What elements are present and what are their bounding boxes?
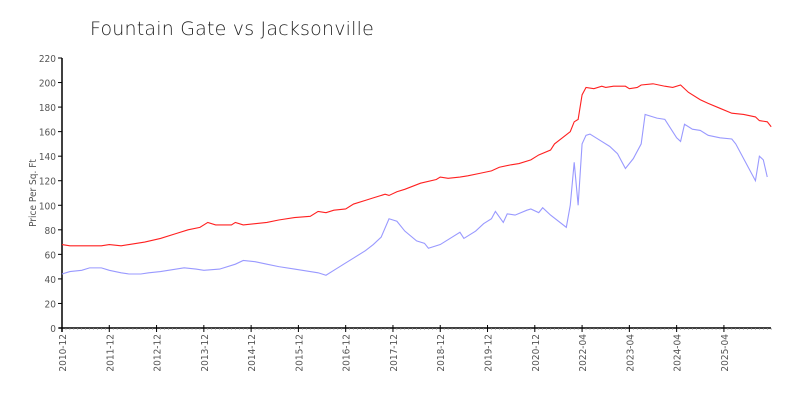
x-tick-label: 2022-04 (578, 334, 589, 372)
y-tick-label: 20 (45, 299, 57, 310)
x-tick-label: 2018-12 (436, 334, 447, 372)
series-line-jacksonville (61, 113, 768, 276)
x-tick-label: 2023-04 (625, 334, 636, 372)
y-tick-label: 0 (50, 324, 56, 335)
x-tick-label: 2010-12 (58, 334, 69, 372)
x-tick-label: 2025-04 (720, 334, 731, 372)
y-tick-label: 160 (39, 128, 56, 139)
x-tick-label: 2020-12 (531, 334, 542, 372)
x-tick-label: 2024-04 (673, 334, 684, 372)
x-tick-label: 2017-12 (389, 334, 400, 372)
y-tick-label: 200 (39, 79, 56, 90)
y-tick-label: 80 (45, 226, 57, 237)
y-tick-label: 100 (39, 201, 56, 212)
y-tick-label: 180 (39, 103, 56, 114)
x-tick-label: 2013-12 (200, 334, 211, 372)
y-tick-label: 220 (39, 54, 56, 65)
series-line-fountain-gate (61, 83, 772, 247)
x-tick-label: 2011-12 (105, 334, 116, 372)
y-tick-label: 60 (45, 250, 57, 261)
x-tick-label: 2019-12 (484, 334, 495, 372)
x-tick-label: 2015-12 (294, 334, 305, 372)
x-tick-label: 2016-12 (342, 334, 353, 372)
y-axis-label: Price Per Sq. Ft (28, 159, 39, 227)
x-tick-label: 2012-12 (153, 334, 164, 372)
y-tick-label: 140 (39, 152, 56, 163)
chart-title: Fountain Gate vs Jacksonville (90, 18, 374, 40)
x-tick-label: 2014-12 (247, 334, 258, 372)
y-tick-label: 120 (39, 177, 56, 188)
y-tick-label: 40 (45, 275, 57, 286)
